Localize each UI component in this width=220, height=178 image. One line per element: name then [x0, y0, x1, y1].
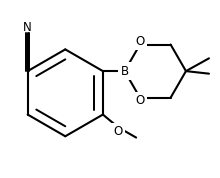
Text: N: N: [23, 21, 32, 34]
Text: O: O: [135, 94, 145, 107]
Text: O: O: [114, 125, 123, 138]
Text: B: B: [121, 65, 129, 78]
Text: O: O: [135, 35, 145, 48]
